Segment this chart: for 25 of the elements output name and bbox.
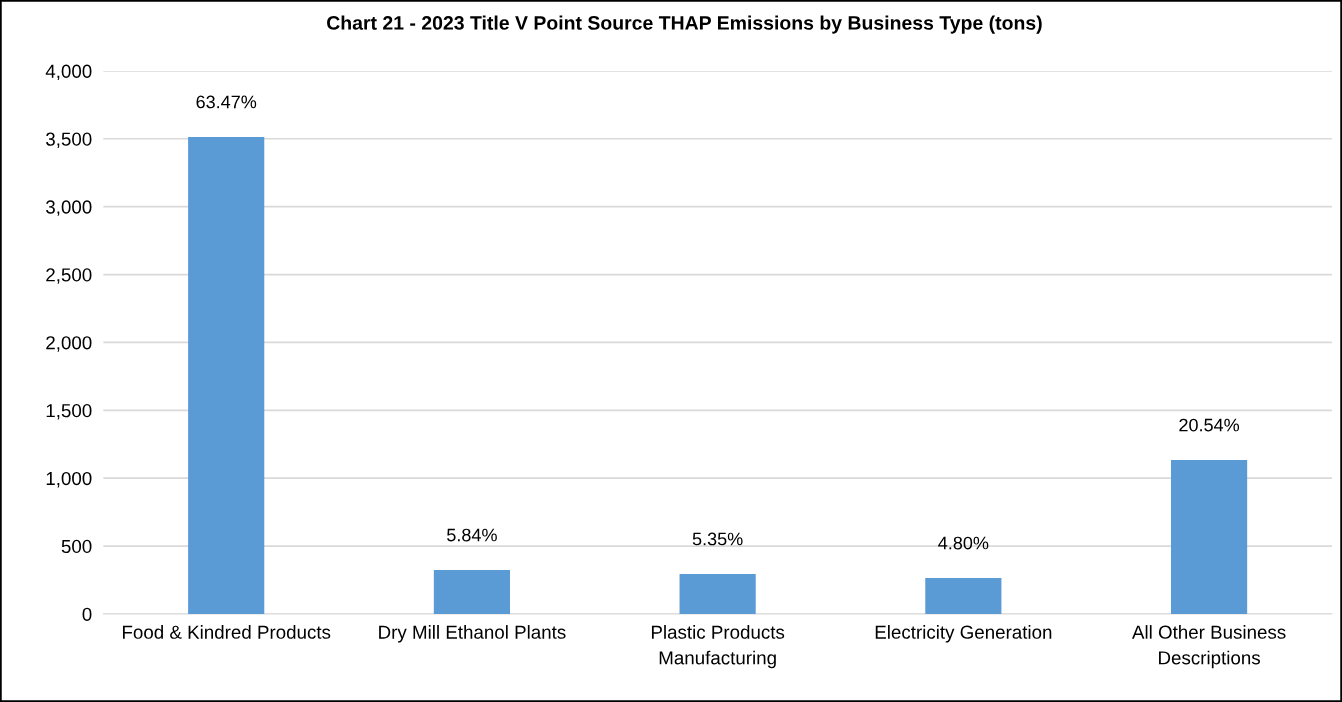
annotation: 63.47%	[196, 95, 257, 109]
bar	[679, 573, 756, 614]
y-tick-label: 500	[61, 539, 92, 554]
x-tick-label: Food & Kindred Products	[122, 625, 331, 639]
y-tick-label: 4,000	[45, 64, 92, 81]
y-tick-label: 3,500	[46, 132, 92, 148]
x-tick-label: Electricity Generation	[875, 625, 1052, 643]
bar	[433, 569, 510, 614]
y-tick-label: 2,000	[46, 336, 92, 352]
y-tick-label: 1,500	[46, 404, 92, 420]
y-tick-label: 0	[82, 607, 92, 621]
x-tick-label: Dry Mill Ethanol Plants	[379, 625, 566, 643]
annotation: 4.80%	[938, 536, 989, 550]
bar	[925, 577, 1002, 614]
annotation: 20.54%	[1179, 418, 1240, 432]
x-tick-label: Plastic Products Manufacturing	[651, 625, 785, 669]
bar	[1170, 460, 1248, 614]
chart-title: Chart 21 - 2023 Title V Point Source THAP Emissions by Business Type (tons)	[327, 15, 1042, 34]
annotation: 5.84%	[447, 528, 497, 542]
bar	[188, 136, 265, 614]
y-tick-label: 1,000	[46, 471, 92, 488]
annotation: 5.35%	[692, 532, 743, 546]
y-tick-label: 2,500	[46, 268, 92, 284]
y-tick-label: 3,000	[46, 200, 92, 216]
x-tick-label: All Other Business Descriptions	[1132, 625, 1286, 669]
